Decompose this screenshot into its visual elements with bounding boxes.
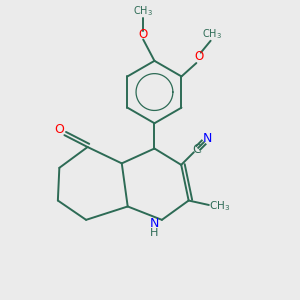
Text: H: H xyxy=(150,228,159,238)
Text: O: O xyxy=(139,28,148,41)
Text: O: O xyxy=(195,50,204,63)
Text: O: O xyxy=(54,123,64,136)
Text: CH$_3$: CH$_3$ xyxy=(202,27,222,41)
Text: N: N xyxy=(203,132,212,145)
Text: CH$_3$: CH$_3$ xyxy=(133,4,153,18)
Text: CH$_3$: CH$_3$ xyxy=(208,200,230,213)
Text: N: N xyxy=(150,217,159,230)
Text: C: C xyxy=(192,143,201,156)
